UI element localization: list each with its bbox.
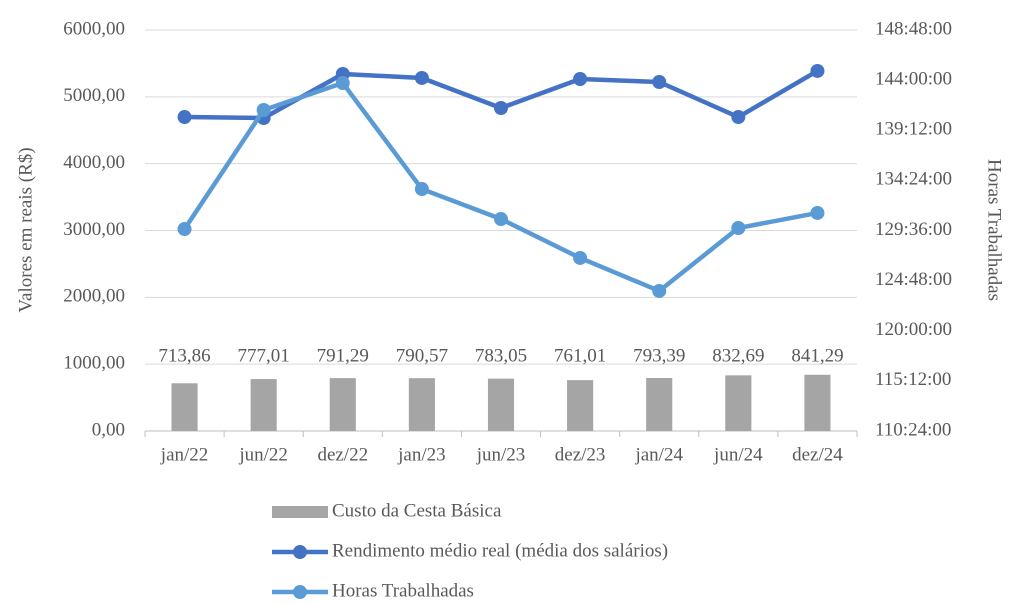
y2-tick-label: 139:12:00 [875, 119, 952, 140]
data-label: 713,86 [158, 345, 210, 366]
y-tick-label: 1000,00 [63, 353, 125, 374]
y2-tick-label: 144:00:00 [875, 68, 952, 89]
legend-marker [293, 585, 307, 599]
data-label: 777,01 [238, 345, 290, 366]
bar [487, 378, 515, 431]
point [652, 74, 667, 89]
point [256, 102, 271, 117]
x-tick-label: jun/24 [713, 444, 763, 465]
y-axis-title: Valores em reais (R$) [15, 147, 36, 312]
legend-label: Horas Trabalhadas [332, 580, 474, 601]
point [810, 63, 825, 78]
point [573, 250, 588, 265]
y2-tick-label: 115:12:00 [875, 369, 951, 390]
y-tick-label: 5000,00 [63, 85, 125, 106]
y2-axis-title: Horas Trabalhadas [984, 159, 1005, 301]
bar [725, 375, 752, 431]
point [573, 71, 588, 86]
bar [171, 383, 198, 431]
x-tick-label: dez/24 [792, 444, 843, 465]
x-tick-label: jun/22 [238, 444, 288, 465]
bar [646, 377, 673, 431]
data-label: 790,57 [396, 345, 448, 366]
point [731, 110, 746, 125]
x-tick-label: jan/24 [634, 444, 683, 465]
y-tick-label: 6000,00 [63, 18, 125, 39]
y2-tick-label: 129:36:00 [875, 219, 952, 240]
data-label: 791,29 [317, 345, 369, 366]
x-tick-label: jun/23 [476, 444, 526, 465]
y-tick-label: 4000,00 [63, 152, 125, 173]
y2-tick-label: 120:00:00 [875, 319, 952, 340]
y2-tick-label: 148:48:00 [875, 18, 952, 39]
y-tick-label: 2000,00 [63, 286, 125, 307]
x-tick-label: dez/22 [317, 444, 368, 465]
legend-label: Rendimento médio real (média dos salário… [332, 540, 668, 561]
data-label: 793,39 [633, 345, 685, 366]
y2-tick-label: 110:24:00 [875, 419, 951, 440]
point [652, 283, 667, 298]
point [494, 100, 508, 115]
point [414, 70, 429, 85]
legend-swatch [272, 506, 328, 518]
bar [408, 378, 435, 431]
point [177, 222, 192, 237]
bar [250, 379, 277, 431]
point [335, 76, 350, 91]
data-label: 783,05 [475, 345, 527, 366]
x-tick-label: jan/23 [397, 444, 446, 465]
y2-tick-label: 134:24:00 [875, 169, 952, 190]
data-label: 841,29 [791, 345, 843, 366]
point [177, 110, 192, 125]
data-label: 832,69 [712, 345, 764, 366]
point [731, 220, 746, 235]
x-tick-label: dez/23 [555, 444, 606, 465]
point [810, 205, 825, 220]
bar [804, 374, 831, 431]
x-tick-label: jan/22 [160, 444, 209, 465]
bar [329, 378, 356, 431]
point [414, 182, 429, 197]
y-tick-label: 3000,00 [63, 219, 125, 240]
data-label: 761,01 [554, 345, 606, 366]
point [494, 212, 508, 227]
bar [567, 380, 594, 431]
legend-label: Custo da Cesta Básica [332, 500, 502, 521]
legend-marker [293, 545, 307, 559]
y-tick-label: 0,00 [92, 419, 125, 440]
y2-tick-label: 124:48:00 [875, 269, 952, 290]
